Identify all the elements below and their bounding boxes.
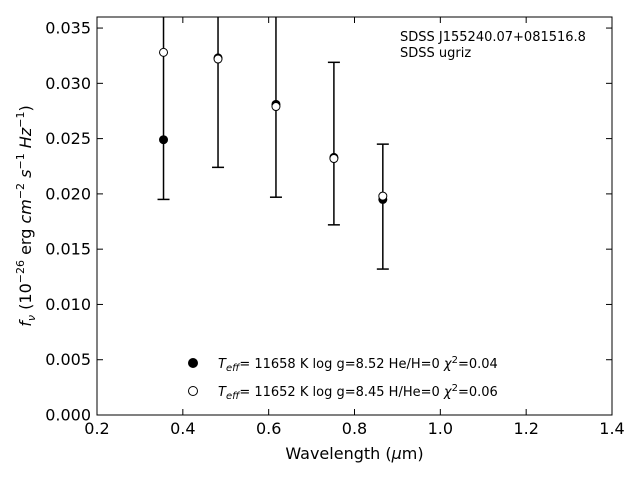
point-filled-0	[159, 135, 169, 145]
point-open-2	[271, 102, 281, 112]
legend: Teff= 11658 K log g=8.52 He/H=0 χ2=0.04 …	[188, 355, 498, 402]
error-bars	[157, 17, 389, 270]
annotation-object-name: SDSS J155240.07+081516.8	[400, 30, 586, 45]
x-tick-label-5: 1.2	[513, 419, 538, 438]
point-open-0	[159, 47, 169, 57]
legend-marker-filled	[188, 358, 198, 368]
y-tick-label-4: 0.020	[45, 184, 91, 203]
point-open-4	[378, 191, 388, 201]
x-tick-label-6: 1.4	[599, 419, 624, 438]
plot-frame	[96, 16, 613, 416]
y-tick-label-6: 0.030	[45, 74, 91, 93]
x-axis-ticks: 0.2 0.4 0.6 0.8 1.0 1.2 1.4	[84, 17, 625, 438]
annotation-filter-set: SDSS ugriz	[400, 46, 471, 61]
y-tick-label-2: 0.010	[45, 295, 91, 314]
point-open-3	[329, 154, 339, 164]
x-tick-label-4: 1.0	[428, 419, 453, 438]
x-tick-label-1: 0.4	[170, 419, 195, 438]
y-axis-label: fν (10−26 erg cm−2 s−1 Hz−1)	[14, 105, 38, 326]
y-axis-ticks: 0.000 0.005 0.010 0.015 0.020 0.025 0.030 0.035	[45, 19, 612, 425]
y-tick-label-5: 0.025	[45, 129, 91, 148]
x-axis-label: Wavelength (μm)	[285, 444, 423, 463]
legend-label-db-model: Teff= 11652 K log g=8.45 H/He=0 χ2=0.06	[218, 383, 498, 402]
y-tick-label-1: 0.005	[45, 350, 91, 369]
data-markers	[159, 47, 388, 204]
y-tick-label-3: 0.015	[45, 240, 91, 259]
legend-marker-open	[188, 386, 198, 396]
x-tick-label-2: 0.6	[256, 419, 281, 438]
y-tick-label-7: 0.035	[45, 19, 91, 38]
x-tick-label-3: 0.8	[342, 419, 367, 438]
y-tick-label-0: 0.000	[45, 406, 91, 425]
x-tick-label-0: 0.2	[84, 419, 109, 438]
point-open-1	[213, 54, 223, 64]
legend-label-da-model: Teff= 11658 K log g=8.52 He/H=0 χ2=0.04	[218, 355, 498, 374]
